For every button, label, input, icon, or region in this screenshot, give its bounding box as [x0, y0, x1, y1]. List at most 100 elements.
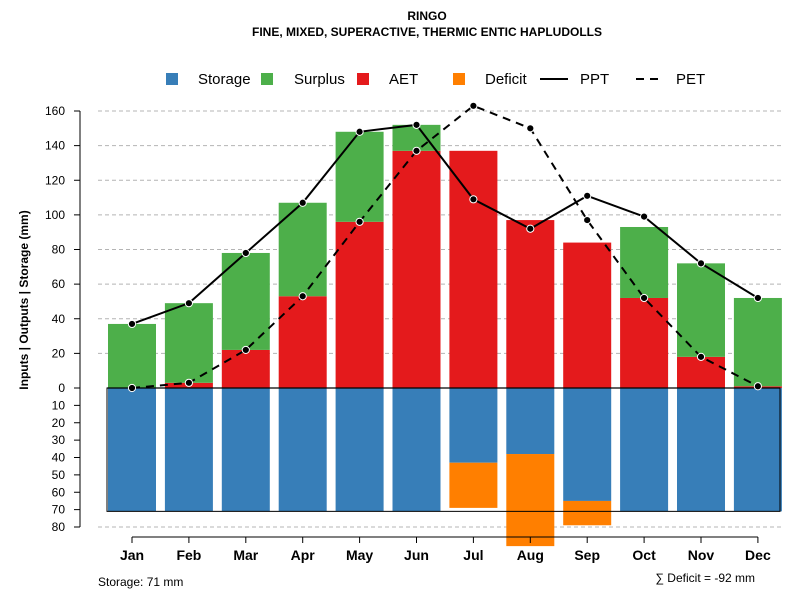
legend-label-deficit: Deficit [485, 71, 528, 88]
y-tick-label: 0 [58, 381, 65, 395]
ppt-point [753, 293, 763, 303]
y-tick-label: 80 [52, 243, 66, 257]
storage-bar [733, 388, 782, 512]
legend-label-storage: Storage [198, 71, 251, 88]
x-tick-label: Mar [233, 547, 258, 563]
y-tick-label: 160 [45, 104, 65, 118]
ppt-point [355, 127, 364, 136]
aet-bar [449, 150, 498, 388]
aet-bar [278, 296, 327, 388]
y-tick-label: 30 [52, 433, 66, 447]
pet-point [583, 215, 592, 225]
aet-bar [335, 221, 384, 388]
storage-bar [164, 388, 213, 512]
y-tick-label: 140 [45, 139, 65, 153]
storage-bar [563, 388, 612, 501]
ppt-point [298, 198, 307, 207]
x-tick-label: Dec [745, 547, 771, 563]
series-lines [127, 101, 763, 393]
ppt-point [469, 195, 478, 204]
surplus-bar [278, 202, 327, 297]
y-tick-label: 20 [52, 346, 66, 360]
bars [106, 124, 782, 547]
surplus-bar [620, 226, 669, 298]
aet-bar [221, 349, 270, 388]
legend-swatch-surplus [261, 73, 273, 85]
legend-swatch-storage [166, 73, 178, 85]
ppt-point [184, 299, 193, 308]
aet-bar [392, 150, 441, 388]
y-tick-label: 120 [45, 173, 65, 187]
deficit-note: ∑ Deficit = -92 mm [655, 571, 755, 585]
y-tick-label: 40 [52, 451, 66, 465]
x-tick-label: Oct [632, 547, 656, 563]
legend-swatch-aet [357, 73, 369, 85]
legend-label-aet: AET [389, 71, 418, 88]
x-tick-label: Jan [120, 547, 144, 563]
chart-title: RINGO [407, 9, 446, 23]
storage-bar [506, 388, 555, 455]
pet-line [131, 104, 759, 389]
deficit-bar [506, 454, 555, 547]
storage-bar [221, 388, 270, 512]
surplus-bar [335, 131, 384, 222]
ppt-point [583, 191, 592, 200]
pet-point [696, 352, 706, 361]
pet-point [469, 101, 478, 110]
y-tick-label: 100 [45, 208, 65, 222]
y-tick-label: 10 [52, 398, 66, 412]
y-tick-label: 60 [52, 277, 66, 291]
pet-point [753, 382, 763, 391]
x-tick-label: May [346, 547, 373, 563]
surplus-bar [108, 323, 156, 388]
y-axis-label: Inputs | Outputs | Storage (mm) [17, 210, 31, 389]
surplus-bar [677, 263, 725, 357]
y-tick-label: 80 [52, 520, 66, 534]
storage-bar [108, 388, 156, 512]
legend-label-pet: PET [676, 71, 705, 88]
y-tick-label: 60 [52, 485, 66, 499]
x-tick-label: Apr [291, 547, 316, 563]
aet-bar [620, 297, 669, 388]
ppt-point [640, 212, 649, 221]
ppt-point [241, 248, 250, 258]
aet-bar [677, 356, 725, 388]
pet-point [640, 293, 649, 303]
legend-swatch-deficit [453, 73, 465, 85]
legend-label-surplus: Surplus [294, 71, 345, 88]
ppt-point [526, 224, 535, 233]
storage-bar [449, 388, 498, 463]
storage-note: Storage: 71 mm [98, 575, 183, 589]
y-tick-label: 40 [52, 312, 66, 326]
surplus-bar [733, 297, 782, 387]
pet-point [127, 383, 137, 393]
y-tick-label: 20 [52, 416, 66, 430]
pet-point [241, 345, 250, 355]
aet-bar [506, 220, 555, 388]
ppt-point [412, 120, 421, 129]
y-tick-label: 70 [52, 503, 66, 517]
aet-bar [563, 242, 612, 388]
pet-point [412, 146, 421, 155]
deficit-bar [449, 462, 498, 508]
pet-point [184, 378, 193, 387]
x-tick-label: Aug [517, 547, 544, 563]
x-tick-label: Sep [574, 547, 600, 563]
storage-bar [392, 388, 441, 512]
y-tick-label: 50 [52, 468, 66, 482]
x-tick-label: Feb [176, 547, 201, 563]
ppt-point [696, 259, 706, 268]
storage-bar [335, 388, 384, 512]
pet-point [355, 217, 364, 226]
x-tick-label: Nov [688, 547, 715, 563]
deficit-bar [563, 500, 612, 526]
storage-bar [620, 388, 669, 512]
ppt-point [127, 319, 137, 329]
pet-point [526, 124, 535, 133]
pet-point [298, 292, 307, 301]
storage-bar [278, 388, 327, 512]
storage-bar [677, 388, 725, 512]
x-tick-label: Jul [463, 547, 483, 563]
surplus-bar [164, 303, 213, 383]
axes: 0 20 40 60 80 100 120 140 160 10 20 30 40 50 60 70 80 Jan… [45, 104, 771, 563]
